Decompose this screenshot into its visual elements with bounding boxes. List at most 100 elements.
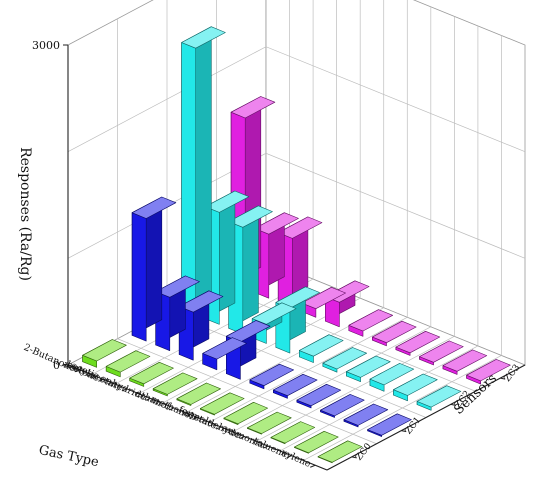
- bar-face-front: [131, 212, 147, 342]
- bar-ZC2-butylacetate: [228, 205, 273, 335]
- bar-ZC1-xylene: [367, 413, 412, 437]
- chart-frame: [63, 44, 526, 471]
- y-tick: [401, 430, 407, 433]
- x-tick: [310, 464, 316, 468]
- bar-face-top: [105, 350, 151, 373]
- bar-face-top: [395, 330, 441, 354]
- bar-face-top: [277, 216, 323, 239]
- bar-face-top: [176, 382, 221, 405]
- gridline-floor-series: [166, 312, 427, 418]
- bar-face-top: [369, 363, 415, 386]
- bar-ZC3-formaldehyde: [395, 330, 441, 356]
- z-tick-label: 0: [53, 359, 60, 372]
- bar-face-top: [131, 196, 177, 219]
- bar-face-top: [204, 190, 250, 213]
- x-tick: [168, 407, 175, 411]
- bar-face-top: [155, 275, 200, 298]
- z-tick-label: 3000: [32, 39, 60, 52]
- gridline-z: [67, 46, 526, 153]
- bar-ZC3-xylene: [466, 359, 511, 385]
- x-axis-title: Gas Type: [37, 443, 100, 470]
- bar-ZC1-butylacetate: [178, 290, 224, 361]
- bar-face-top: [372, 320, 417, 344]
- bar-ZC2-formaldehyde: [346, 355, 391, 383]
- y-tick: [450, 403, 456, 406]
- z-axis-title: Responses (Ra/Rg): [17, 147, 33, 281]
- bar-face-top: [270, 421, 316, 444]
- bar-ZC2-toluene: [393, 373, 438, 402]
- bar-face-top: [294, 430, 339, 454]
- bar-ZC3-acetic-anhydride: [301, 286, 346, 318]
- bar-ZC1-ammonia: [320, 394, 365, 418]
- bar-ZC0-xylene: [317, 440, 363, 464]
- bar-face-top: [348, 309, 394, 332]
- bar-ZC0-acetic-anhydride: [152, 372, 198, 397]
- bar-face-top: [230, 96, 276, 119]
- gridline-floor-series: [216, 285, 476, 392]
- bar-face-front: [181, 42, 196, 316]
- x-tick: [286, 455, 292, 459]
- bar-face-top: [228, 205, 273, 228]
- bar-face-top: [416, 385, 462, 408]
- bar-face-top: [152, 372, 198, 395]
- bar-ZC2-acetate: [322, 347, 368, 373]
- bar-face-top: [346, 355, 391, 378]
- bar-face-top: [322, 347, 368, 370]
- y-tick: [351, 456, 357, 459]
- gridline-floor-series: [117, 338, 377, 445]
- bar-face-top: [343, 403, 389, 426]
- bar-ZC0-acetone: [105, 350, 151, 378]
- x-tick: [192, 417, 198, 420]
- bar-face-top: [82, 339, 127, 362]
- x-tick: [262, 445, 269, 449]
- bar-face-top: [298, 334, 344, 357]
- bar-face-top: [419, 340, 464, 363]
- bar-face-top: [202, 337, 247, 360]
- bar-ZC2-ammonia: [369, 363, 415, 392]
- bar-ZC3-acetate: [372, 320, 417, 347]
- bar-face-top: [320, 394, 365, 417]
- bar-face-top: [466, 359, 511, 382]
- bar-ZC0-ethanol: [176, 382, 221, 406]
- bar-face-top: [273, 373, 318, 397]
- bar-ZC1-methanol: [249, 363, 295, 390]
- bar-ZC0-2-butanone: [82, 339, 127, 368]
- bar-face-top: [317, 440, 363, 463]
- bar-ZC2-xylene: [416, 385, 462, 411]
- x-tick: [74, 369, 80, 373]
- y-axis-line: [326, 364, 526, 471]
- bar-face-top: [129, 361, 174, 385]
- bar-ZC1-2-butanone: [131, 196, 177, 342]
- bar-face-top: [249, 363, 295, 387]
- y-tick: [500, 377, 506, 380]
- bar-ZC0-butylacetate: [129, 361, 174, 387]
- bar-ZC3-ammonia: [419, 340, 464, 366]
- bar-ZC3-toluene: [442, 349, 488, 375]
- bar-ZC0-acetate: [223, 401, 269, 426]
- bar-ZC1-acetic-anhydride: [202, 337, 247, 371]
- chart-bars: [82, 26, 511, 464]
- bar-ZC0-formaldehyde: [247, 411, 292, 435]
- bar-face-top: [254, 212, 299, 235]
- bar-face-top: [200, 392, 245, 415]
- bar-face-top: [442, 349, 488, 372]
- bar-ZC1-acetate: [273, 373, 318, 399]
- bar-face-top: [393, 373, 438, 396]
- bar-ZC0-toluene: [294, 430, 339, 454]
- bar-ZC2-2-butanone: [181, 26, 226, 316]
- bar-ZC3-methanol: [348, 309, 394, 337]
- bar-face-top: [251, 302, 297, 325]
- bar-face-top: [223, 401, 269, 425]
- x-tick: [121, 388, 128, 392]
- bar-ZC1-formaldehyde: [296, 383, 342, 409]
- x-tick: [98, 378, 104, 382]
- bar-ZC0-ammonia: [270, 421, 316, 445]
- bar-face-top: [178, 290, 224, 313]
- bar-ZC1-toluene: [343, 403, 389, 428]
- bar-face-top: [181, 26, 226, 49]
- x-tick: [239, 436, 245, 440]
- bar-face-top: [301, 286, 346, 310]
- bar-face-top: [296, 383, 342, 407]
- bar-face-top: [367, 413, 412, 436]
